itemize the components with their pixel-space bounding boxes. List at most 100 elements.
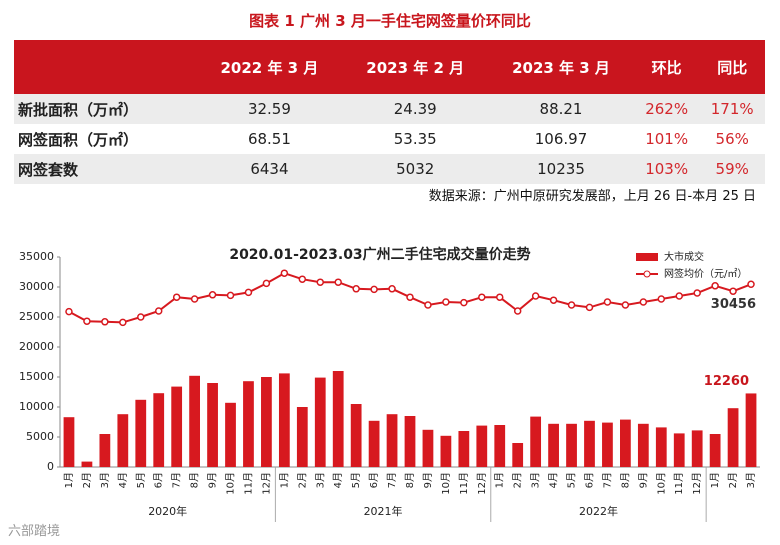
x-tick-label: 4月 [332,472,344,488]
bar [745,393,757,467]
x-tick-label: 3月 [745,472,757,488]
x-tick-label: 2月 [81,472,93,488]
bar [171,386,183,467]
bar [207,383,218,467]
header-cell: 2022 年 3 月 [196,40,343,94]
bar [440,435,452,467]
legend-label: 大市成交 [664,250,704,263]
table-cell: 53.35 [342,124,489,154]
x-tick-label: 4月 [548,472,560,488]
bar [153,393,165,467]
bar [494,425,506,467]
marker [280,269,289,277]
table-cell: 6434 [196,154,343,184]
bar [637,423,649,467]
marker [262,279,271,288]
marker [531,292,540,300]
bar [135,399,147,467]
bar [566,423,577,467]
x-tick-label: 3月 [99,472,111,488]
table-cell: 56% [699,124,765,154]
marker [154,307,163,315]
marker [190,295,199,303]
marker [388,285,396,293]
x-tick-label: 2月 [296,472,308,488]
legend-label: 网签均价（元/㎡） [664,267,747,280]
x-tick-label: 3月 [530,472,542,488]
table-cell: 32.59 [196,94,343,124]
marker [244,288,253,297]
marker [549,296,558,304]
y-tick-label: 35000 [19,250,54,263]
marker [172,293,181,301]
x-tick-label: 9月 [637,472,649,488]
bar [368,420,380,467]
table-cell: 262% [633,94,700,124]
bar [117,414,129,467]
marker [316,278,325,286]
x-tick-label: 1月 [63,472,75,488]
bar [727,408,739,467]
marker [137,313,145,321]
marker [567,301,576,309]
x-tick-label: 7月 [601,472,613,488]
header-cell: 同比 [699,40,765,94]
x-tick-label: 6月 [153,472,165,488]
table-cell: 5032 [342,154,489,184]
x-tick-label: 9月 [207,472,219,488]
table-cell: 24.39 [342,94,489,124]
bar [278,373,290,467]
table-cell: 101% [633,124,700,154]
marker [334,278,342,286]
bar [458,431,470,467]
table-cell: 59% [699,154,765,184]
source: 数据来源：广州中原研究发展部，上月 26 日-本月 25 日 [428,189,756,204]
table-cell: 10235 [488,154,634,184]
bar [63,417,75,467]
x-tick-label: 12月 [691,472,703,495]
bar [530,416,542,467]
marker [729,287,737,295]
marker [298,275,307,283]
marker [352,285,360,293]
marker [495,293,504,301]
data-label: 12260 [704,374,749,389]
x-tick-label: 11月 [673,472,685,495]
x-tick-label: 5月 [135,472,147,488]
bar [296,407,308,467]
watermark: 六部踏境 [8,524,61,539]
marker [747,280,755,289]
header-cell: 2023 年 2 月 [342,40,489,94]
bar [476,425,488,467]
bar [584,420,595,467]
marker [621,301,630,309]
x-tick-label: 10月 [440,472,452,495]
bar [602,422,613,467]
marker [208,291,217,299]
bar [261,377,272,467]
marker [657,295,666,303]
marker [478,293,486,301]
bar [422,429,434,467]
bar [189,375,200,467]
bar [332,371,344,467]
table-cell: 106.97 [488,124,634,154]
marker [119,318,127,327]
marker [83,317,91,325]
y-tick-label: 15000 [19,370,54,383]
x-tick-label: 2月 [727,472,739,488]
bar [655,427,667,467]
table: 2022 年 3 月 2023 年 2 月 2023 年 3 月环比 同比 新批面积（万… [14,40,765,184]
x-tick-label: 11月 [242,472,254,495]
chart-title: 2020.01-2023.03广州二手住宅成交量价走势 [229,246,530,263]
marker [693,289,701,297]
bar [673,433,685,467]
marker [101,318,109,326]
legend-swatch [643,270,651,278]
table-row: 网签套数 6434 5032 10235 103% 59% [14,154,765,184]
bar [314,377,326,467]
x-tick-label: 8月 [619,472,631,488]
table-cell: 103% [633,154,700,184]
bar [243,381,254,467]
